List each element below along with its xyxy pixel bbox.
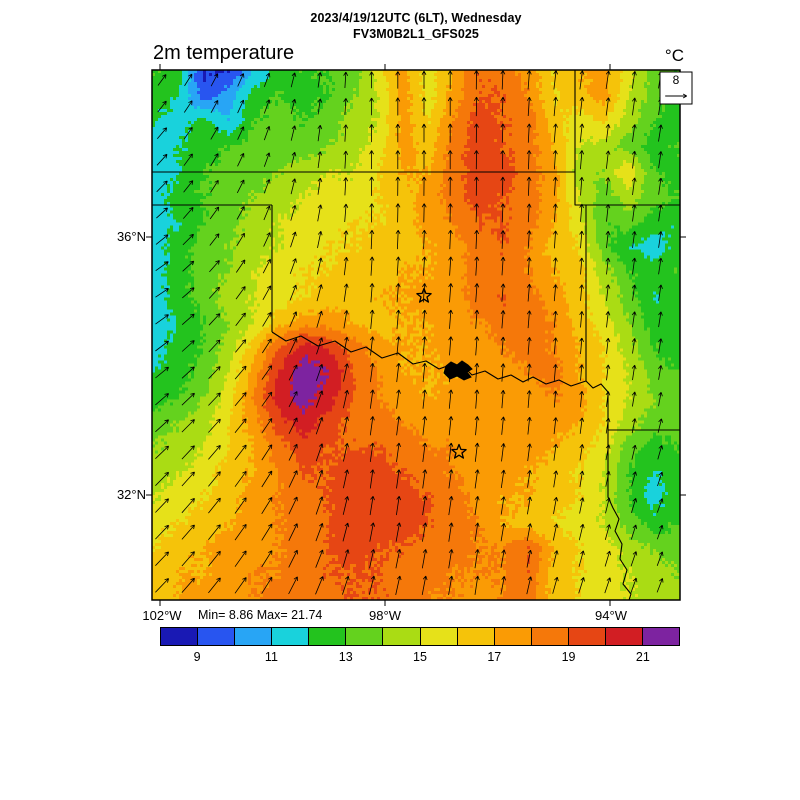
colorbar-tick-label: 11 xyxy=(264,650,278,664)
colorbar xyxy=(160,627,680,646)
lat-label: 32°N xyxy=(116,487,146,502)
lon-label: 94°W xyxy=(595,608,627,623)
colorbar-segment xyxy=(643,628,680,645)
colorbar-segment xyxy=(309,628,347,645)
colorbar-segment xyxy=(383,628,421,645)
lon-label: 98°W xyxy=(369,608,401,623)
wind-reference-value: 8 xyxy=(672,73,680,87)
colorbar-tick-label: 21 xyxy=(635,650,650,664)
colorbar-segment xyxy=(605,628,644,645)
model-name-title: FV3M0B2L1_GFS025 xyxy=(353,27,479,41)
colorbar-tick-label: 15 xyxy=(413,650,427,664)
colorbar-segment xyxy=(494,628,532,645)
colorbar-tick-label: 13 xyxy=(338,650,353,664)
colorbar-segment xyxy=(235,628,273,645)
units-label: °C xyxy=(664,46,684,65)
colorbar-segment xyxy=(198,628,236,645)
lon-label: 102°W xyxy=(142,608,182,623)
colorbar-segment xyxy=(568,628,606,645)
colorbar-segment xyxy=(346,628,384,645)
colorbar-segment xyxy=(161,628,199,645)
colorbar-tick-label: 17 xyxy=(487,650,502,664)
colorbar-tick-label: 9 xyxy=(193,650,201,664)
lat-label: 36°N xyxy=(116,229,146,244)
colorbar-segment xyxy=(272,628,310,645)
colorbar-segment xyxy=(420,628,458,645)
colorbar-segment xyxy=(457,628,495,645)
colorbar-tick-label: 19 xyxy=(561,650,576,664)
plot-title: 2m temperature xyxy=(153,42,295,64)
temperature-field-canvas xyxy=(152,70,680,600)
valid-time-title: 2023/4/19/12UTC (6LT), Wednesday xyxy=(310,11,522,25)
minmax-label: Min= 8.86 Max= 21.74 xyxy=(198,608,323,622)
colorbar-segment xyxy=(531,628,569,645)
